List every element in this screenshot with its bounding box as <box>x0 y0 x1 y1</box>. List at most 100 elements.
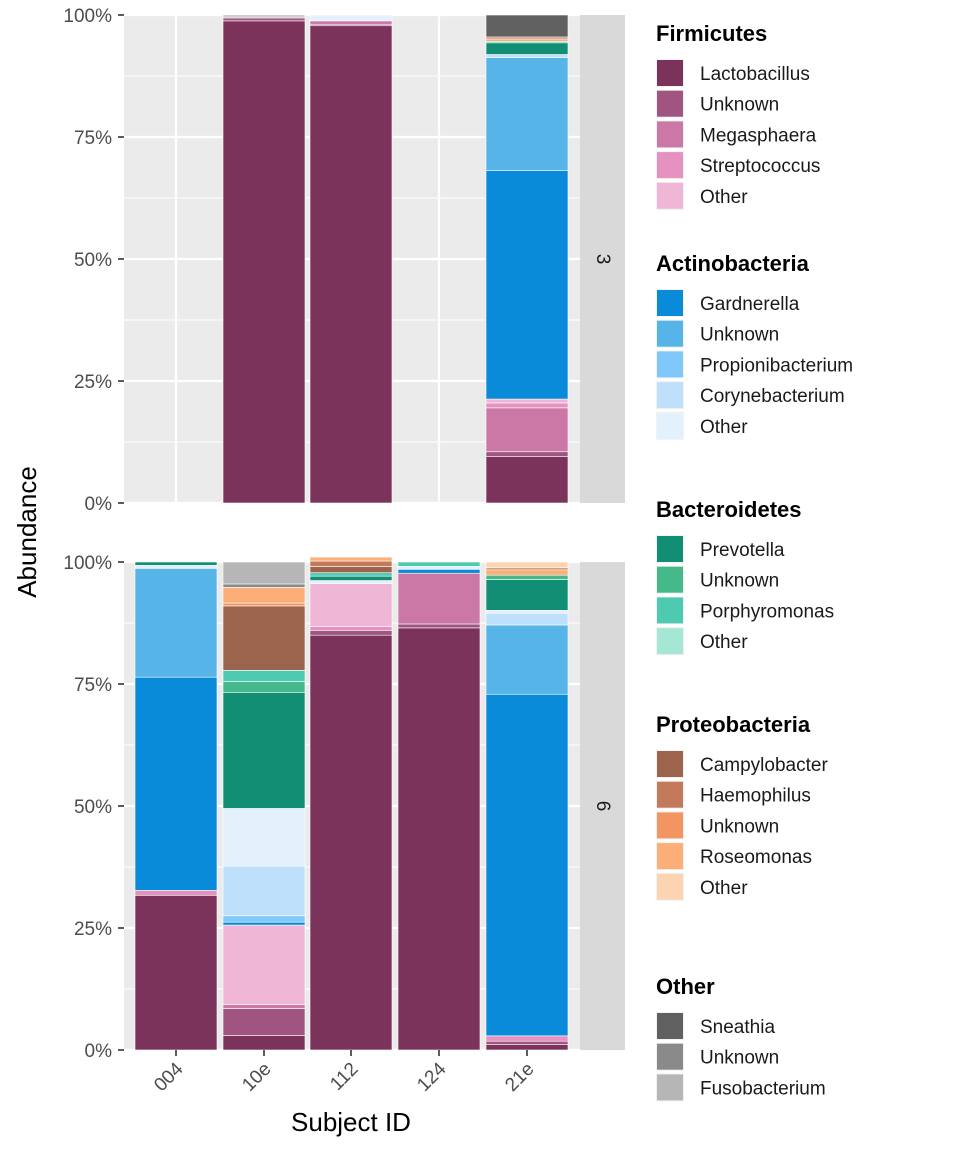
legend-title: Actinobacteria <box>656 251 810 276</box>
legend-label: Propionibacterium <box>700 355 853 376</box>
y-tick-label: 25% <box>74 372 112 393</box>
legend-label: Megasphaera <box>700 125 817 146</box>
legend-label: Unknown <box>700 325 779 346</box>
bar-segment: 10e – Actinobacteria Other <box>222 808 306 867</box>
bar-segment: 112 – Roseomonas <box>309 556 393 562</box>
bar-segment: 10e – Roseomonas <box>222 587 306 604</box>
bar-segment: 10e – Megasphaera <box>222 1004 306 1009</box>
bar-segment: 21e – Gardnerella <box>485 693 569 1037</box>
legend-title: Proteobacteria <box>656 712 811 737</box>
bar-segment: 10e – Proteobacteria Unknown <box>222 602 306 607</box>
bar-segment: 21e – Prevotella <box>485 42 569 55</box>
bar-segment: 124 – Porphyromonas <box>397 561 481 567</box>
bar-segment: 10e – Bacteroidetes Unknown <box>222 681 306 693</box>
y-tick-label: 75% <box>74 128 112 149</box>
legend-group: Firmicutes Lactobacillus Unknown Megasphaer… <box>656 21 820 210</box>
x-tick-label: 112 <box>326 1059 362 1095</box>
legend-group: Bacteroidetes Prevotella Unknown Porphyromo… <box>656 497 834 656</box>
y-tick-label: 50% <box>74 797 112 818</box>
legend-label: Unknown <box>700 816 779 837</box>
y-tick-label: 0% <box>85 1041 113 1062</box>
bar-segment: 10e – Other Unknown <box>222 583 306 588</box>
legend-swatch <box>657 182 683 209</box>
bar-segment: 21e – Actinobacteria Unknown <box>485 624 569 695</box>
bar-segment: 10e – Fusobacterium <box>222 561 306 585</box>
x-axis-title: Subject ID <box>291 1107 411 1137</box>
legend-swatch <box>657 597 683 624</box>
bar-segment: 10e – Lactobacillus <box>222 1035 306 1051</box>
bar-segment: 124 – Gardnerella <box>397 569 481 574</box>
bar-segment: 124 – Lactobacillus <box>397 627 481 1051</box>
facet-strip-label: 3 <box>592 254 613 265</box>
legend-swatch <box>657 536 683 562</box>
bar-segment: 112 – Streptococcus <box>309 626 393 631</box>
legend-swatch <box>657 566 683 593</box>
stacked-bar: 10e – Lactobacillus10e – Firmicutes Unkn… <box>222 14 306 504</box>
legend-swatch <box>657 290 683 316</box>
legend-swatch <box>657 412 683 439</box>
bar-segment: 21e – Megasphaera <box>485 407 569 453</box>
bar-segment: 112 – Lactobacillus <box>309 25 393 504</box>
bar-segment: 112 – Campylobacter <box>309 566 393 574</box>
legend-label: Other <box>700 187 748 208</box>
bar-segment: 10e – Firmicutes Other <box>222 924 306 1005</box>
legend-label: Gardnerella <box>700 294 800 315</box>
bar-segment: 21e – Roseomonas <box>485 569 569 576</box>
bar-segment: 124 – Megasphaera <box>397 572 481 625</box>
bar-segment: 112 – Firmicutes Other <box>309 583 393 627</box>
legend-label: Porphyromonas <box>700 601 834 622</box>
legend-label: Prevotella <box>700 540 785 561</box>
bar-segment: 112 – Lactobacillus <box>309 634 393 1051</box>
bar-segment: 21e – Corynebacterium <box>485 54 569 58</box>
legend-swatch <box>657 60 683 86</box>
panels-layer: 10e – Lactobacillus10e – Firmicutes Unkn… <box>63 6 625 1062</box>
legend-swatch <box>657 751 683 777</box>
bar-segment: 21e – Actinobacteria Unknown <box>485 57 569 171</box>
y-tick-label: 25% <box>74 919 112 940</box>
bar-segment: 112 – Firmicutes Unknown <box>309 630 393 636</box>
bar-segment: 10e – Porphyromonas <box>222 670 306 682</box>
y-tick-label: 50% <box>74 250 112 271</box>
legend-swatch <box>657 351 683 378</box>
bar-segment: 21e – Firmicutes Unknown <box>485 451 569 457</box>
legend-label: Haemophilus <box>700 786 811 807</box>
bar-segment: 112 – Haemophilus <box>309 560 393 567</box>
legend-label: Streptococcus <box>700 156 820 177</box>
bar-segment: 004 – Actinobacteria Other <box>134 565 218 569</box>
x-tick-label: 004 <box>150 1058 188 1096</box>
legend-swatch <box>657 843 683 870</box>
bar-segment: 21e – Actinobacteria Other <box>485 610 569 614</box>
bar-segment: 21e – Corynebacterium <box>485 612 569 626</box>
legend-swatch <box>657 873 683 900</box>
bar-segment: 112 – Actinobacteria Other <box>309 14 393 22</box>
bar-segment: 21e – Gardnerella <box>485 170 569 400</box>
legend-swatch <box>657 320 683 347</box>
y-tick-label: 100% <box>63 6 112 27</box>
bar-segment: 10e – Firmicutes Unknown <box>222 1008 306 1036</box>
legend-label: Other <box>700 632 748 653</box>
facet-strip-label: 6 <box>592 801 613 812</box>
bar-segment: 21e – Bacteroidetes Unknown <box>485 574 569 580</box>
legend-group: Proteobacteria Campylobacter Haemophilus Un… <box>656 712 828 901</box>
bar-segment: 10e – Propionibacterium <box>222 915 306 923</box>
bar-segment: 10e – Corynebacterium <box>222 865 306 917</box>
bar-segment: 004 – Gardnerella <box>134 676 218 891</box>
y-tick-label: 0% <box>85 494 113 515</box>
legend-swatch <box>657 812 683 839</box>
bar-segment: 10e – Gardnerella <box>222 921 306 926</box>
bar-segment: 124 – Firmicutes Unknown <box>397 623 481 629</box>
facet-panel: 004 – Lactobacillus004 – Streptococcus00… <box>63 553 625 1062</box>
bar-segment: 10e – Prevotella <box>222 691 306 809</box>
legend-title: Other <box>656 974 715 999</box>
legend-swatch <box>657 1043 683 1070</box>
x-tick-label: 21e <box>501 1059 538 1096</box>
x-tick-label: 10e <box>238 1059 275 1096</box>
legend-label: Fusobacterium <box>700 1078 826 1099</box>
bar-segment: 112 – Megasphaera <box>309 20 393 25</box>
bar-segment: 10e – Firmicutes Unknown <box>222 17 306 22</box>
facet-panel: 10e – Lactobacillus10e – Firmicutes Unkn… <box>63 6 625 515</box>
bar-segment: 004 – Streptococcus <box>134 890 218 896</box>
bar-segment: 21e – Proteobacteria Other <box>485 561 569 569</box>
bar-segment: 21e – Streptococcus <box>485 1035 569 1042</box>
